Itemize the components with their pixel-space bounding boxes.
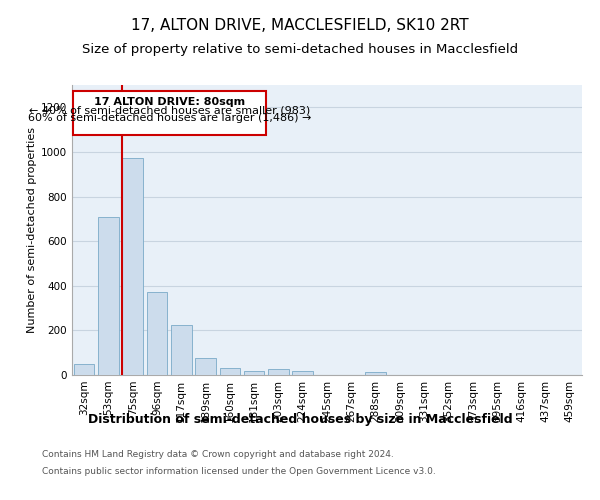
Text: Contains public sector information licensed under the Open Government Licence v3: Contains public sector information licen… xyxy=(42,468,436,476)
Bar xyxy=(146,292,167,375)
Text: Distribution of semi-detached houses by size in Macclesfield: Distribution of semi-detached houses by … xyxy=(88,412,512,426)
Bar xyxy=(171,326,191,375)
Bar xyxy=(122,158,143,375)
Bar xyxy=(244,371,265,375)
Text: Size of property relative to semi-detached houses in Macclesfield: Size of property relative to semi-detach… xyxy=(82,42,518,56)
Text: 60% of semi-detached houses are larger (1,486) →: 60% of semi-detached houses are larger (… xyxy=(28,113,311,123)
Text: Contains HM Land Registry data © Crown copyright and database right 2024.: Contains HM Land Registry data © Crown c… xyxy=(42,450,394,459)
Bar xyxy=(292,371,313,375)
Bar xyxy=(268,370,289,375)
Bar xyxy=(365,372,386,375)
Bar xyxy=(195,358,216,375)
Bar xyxy=(74,364,94,375)
Text: ← 40% of semi-detached houses are smaller (983): ← 40% of semi-detached houses are smalle… xyxy=(29,105,310,115)
Bar xyxy=(98,216,119,375)
Y-axis label: Number of semi-detached properties: Number of semi-detached properties xyxy=(27,127,37,333)
Text: 17, ALTON DRIVE, MACCLESFIELD, SK10 2RT: 17, ALTON DRIVE, MACCLESFIELD, SK10 2RT xyxy=(131,18,469,32)
Text: 17 ALTON DRIVE: 80sqm: 17 ALTON DRIVE: 80sqm xyxy=(94,96,245,106)
FancyBboxPatch shape xyxy=(73,91,266,134)
Bar xyxy=(220,368,240,375)
